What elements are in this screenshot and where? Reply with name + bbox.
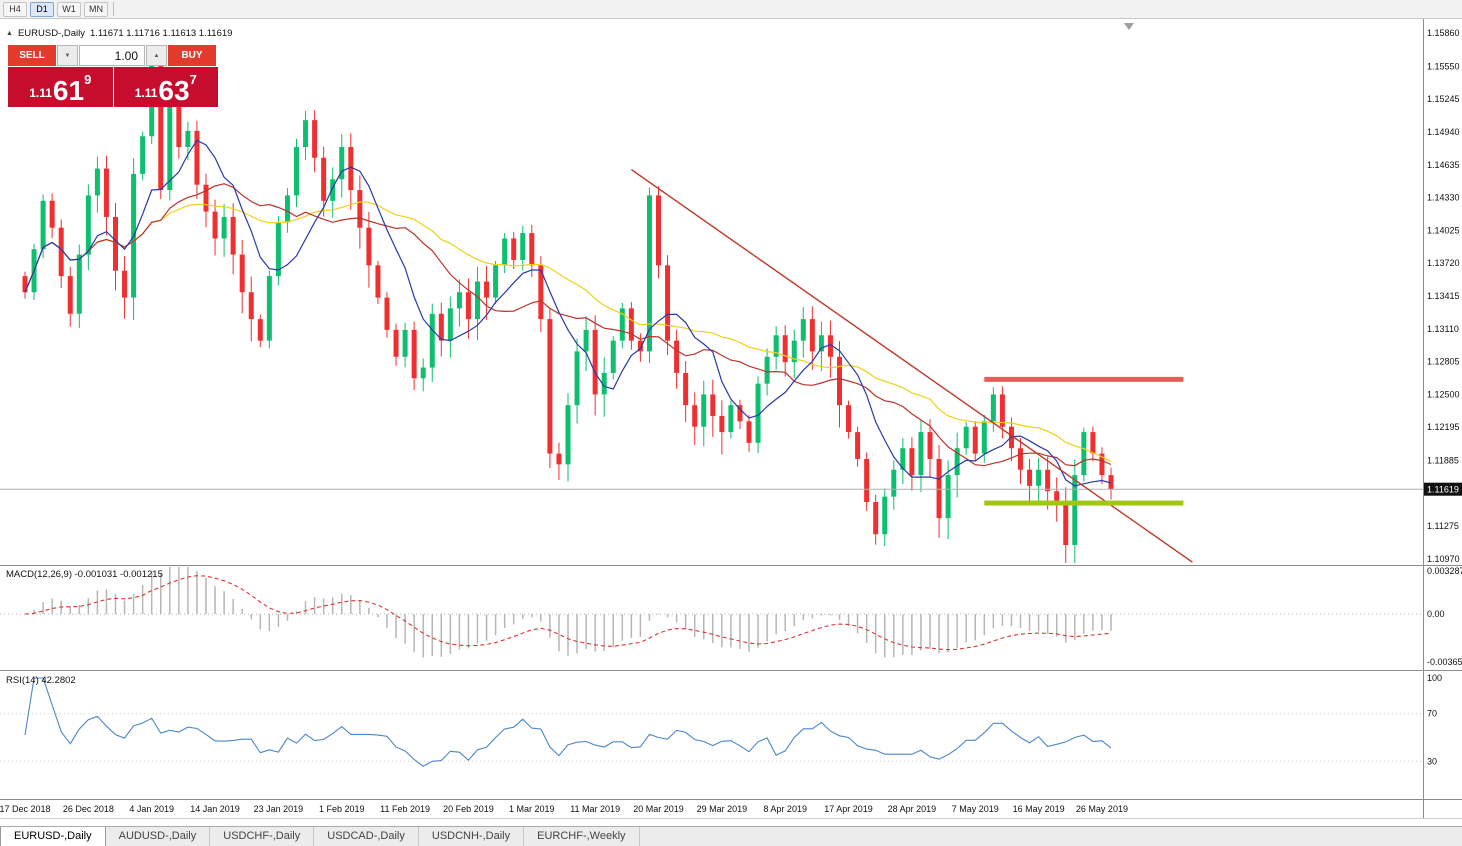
svg-text:28 Apr 2019: 28 Apr 2019 <box>888 804 937 814</box>
ma-mid-line <box>24 183 1112 467</box>
svg-text:1.12805: 1.12805 <box>1427 357 1460 367</box>
descending-trendline[interactable] <box>630 169 1193 563</box>
toolbar-separator <box>113 2 114 16</box>
svg-text:14 Jan 2019: 14 Jan 2019 <box>190 804 240 814</box>
svg-text:0.00: 0.00 <box>1427 609 1445 619</box>
buy-price-figure: 1.11 <box>134 86 158 100</box>
svg-text:26 Dec 2018: 26 Dec 2018 <box>63 804 114 814</box>
chart-canvas: 1.15860 1.15550 1.15245 1.14940 1.14635 1.143… <box>0 19 1462 819</box>
chart-ohlc-values: 1.11671 1.11716 1.11613 1.11619 <box>89 28 233 39</box>
svg-text:1.11885: 1.11885 <box>1427 456 1459 466</box>
svg-text:1.11619: 1.11619 <box>1427 485 1459 495</box>
svg-text:70: 70 <box>1427 709 1437 719</box>
svg-text:1.14635: 1.14635 <box>1427 160 1460 170</box>
sell-button[interactable]: SELL <box>8 45 56 66</box>
svg-text:1.12500: 1.12500 <box>1427 389 1460 399</box>
timeframe-button-d1[interactable]: D1 <box>30 1 54 17</box>
svg-text:8 Apr 2019: 8 Apr 2019 <box>763 804 807 814</box>
sell-price-display[interactable]: 1.11 61 9 <box>8 67 113 107</box>
chevron-down-icon: ▼ <box>64 52 71 59</box>
resistance-line[interactable] <box>984 376 1184 382</box>
tab-eurusd-daily[interactable]: EURUSD-,Daily <box>0 827 106 846</box>
svg-text:1.14025: 1.14025 <box>1427 225 1460 235</box>
svg-text:20 Mar 2019: 20 Mar 2019 <box>633 804 684 814</box>
tab-audusd-daily[interactable]: AUDUSD-,Daily <box>106 827 211 846</box>
sell-price-figure: 1.11 <box>29 86 52 100</box>
chart-area[interactable]: 1.15860 1.15550 1.15245 1.14940 1.14635 1.143… <box>0 19 1462 826</box>
rsi-indicator-label: RSI(14) 42.2802 <box>6 675 76 686</box>
candlestick-series <box>22 54 1114 563</box>
svg-text:1.15550: 1.15550 <box>1427 61 1460 71</box>
svg-text:-0.003655: -0.003655 <box>1427 657 1462 667</box>
svg-text:26 May 2019: 26 May 2019 <box>1076 804 1128 814</box>
timeframe-toolbar: H4 D1 W1 MN <box>0 0 1462 19</box>
timeframe-button-w1[interactable]: W1 <box>57 1 81 17</box>
buy-button[interactable]: BUY <box>168 45 216 66</box>
ma-fast-line <box>24 139 1112 487</box>
svg-text:1.10970: 1.10970 <box>1427 554 1460 564</box>
volume-decrease-button[interactable]: ▼ <box>57 45 78 66</box>
svg-text:1.11275: 1.11275 <box>1427 521 1459 531</box>
svg-text:16 May 2019: 16 May 2019 <box>1013 804 1065 814</box>
svg-text:7 May 2019: 7 May 2019 <box>952 804 999 814</box>
buy-price-display[interactable]: 1.11 63 7 <box>113 67 218 107</box>
sell-price-fraction: 9 <box>84 72 92 87</box>
chevron-up-icon: ▲ <box>153 52 160 59</box>
svg-text:0.003287: 0.003287 <box>1427 566 1462 576</box>
svg-text:1 Mar 2019: 1 Mar 2019 <box>509 804 555 814</box>
svg-text:1.13415: 1.13415 <box>1427 291 1460 301</box>
svg-text:11 Feb 2019: 11 Feb 2019 <box>380 804 430 814</box>
buy-price-pips: 63 <box>158 74 190 106</box>
collapse-trade-panel-icon[interactable]: ▲ <box>6 30 13 37</box>
price-axis[interactable]: 1.15860 1.15550 1.15245 1.14940 1.14635 1.143… <box>1427 28 1460 564</box>
svg-text:1 Feb 2019: 1 Feb 2019 <box>319 804 365 814</box>
svg-text:20 Feb 2019: 20 Feb 2019 <box>443 804 494 814</box>
current-price-badge: 1.11619 <box>1424 482 1462 496</box>
svg-text:1.14330: 1.14330 <box>1427 193 1460 203</box>
chart-symbol-label: EURUSD-,Daily <box>17 28 85 39</box>
rsi-axis[interactable]: 100 70 30 <box>1427 673 1442 766</box>
ma-slow-line <box>24 201 1112 463</box>
timeframe-button-h4[interactable]: H4 <box>3 1 27 17</box>
svg-text:11 Mar 2019: 11 Mar 2019 <box>570 804 620 814</box>
svg-text:1.13110: 1.13110 <box>1427 324 1459 334</box>
macd-axis[interactable]: 0.003287 0.00 -0.003655 <box>1427 566 1462 667</box>
svg-text:4 Jan 2019: 4 Jan 2019 <box>129 804 174 814</box>
date-axis[interactable]: 17 Dec 2018 26 Dec 2018 4 Jan 2019 14 Jan 2… <box>0 804 1128 814</box>
timeframe-button-mn[interactable]: MN <box>84 1 108 17</box>
tab-eurchf-weekly[interactable]: EURCHF-,Weekly <box>524 827 640 846</box>
tab-usdcnh-daily[interactable]: USDCNH-,Daily <box>419 827 525 846</box>
volume-increase-button[interactable]: ▲ <box>146 45 167 66</box>
macd-indicator-label: MACD(12,26,9) -0.001031 -0.001215 <box>6 569 163 580</box>
sell-price-pips: 61 <box>52 74 85 106</box>
chart-tab-bar: EURUSD-,Daily AUDUSD-,Daily USDCHF-,Daily U… <box>0 826 1462 846</box>
macd-histogram <box>33 567 1112 658</box>
svg-text:1.12195: 1.12195 <box>1427 422 1460 432</box>
svg-text:17 Dec 2018: 17 Dec 2018 <box>0 804 51 814</box>
tab-usdchf-daily[interactable]: USDCHF-,Daily <box>210 827 315 846</box>
volume-input[interactable] <box>79 45 145 66</box>
macd-signal-line <box>24 575 1112 651</box>
chart-shift-marker[interactable] <box>1124 23 1134 30</box>
svg-text:1.15860: 1.15860 <box>1427 28 1460 38</box>
svg-text:17 Apr 2019: 17 Apr 2019 <box>824 804 873 814</box>
svg-text:29 Mar 2019: 29 Mar 2019 <box>697 804 748 814</box>
svg-text:1.15245: 1.15245 <box>1427 94 1460 104</box>
support-line[interactable] <box>984 500 1184 506</box>
tab-usdcad-daily[interactable]: USDCAD-,Daily <box>314 827 419 846</box>
svg-text:1.13720: 1.13720 <box>1427 258 1460 268</box>
buy-price-fraction: 7 <box>189 72 197 87</box>
rsi-line <box>24 677 1112 767</box>
chart-header: ▲ EURUSD-,Daily 1.11671 1.11716 1.11613 … <box>6 28 232 39</box>
svg-text:100: 100 <box>1427 673 1442 683</box>
svg-text:1.14940: 1.14940 <box>1427 127 1460 137</box>
svg-text:23 Jan 2019: 23 Jan 2019 <box>254 804 304 814</box>
svg-text:30: 30 <box>1427 756 1437 766</box>
